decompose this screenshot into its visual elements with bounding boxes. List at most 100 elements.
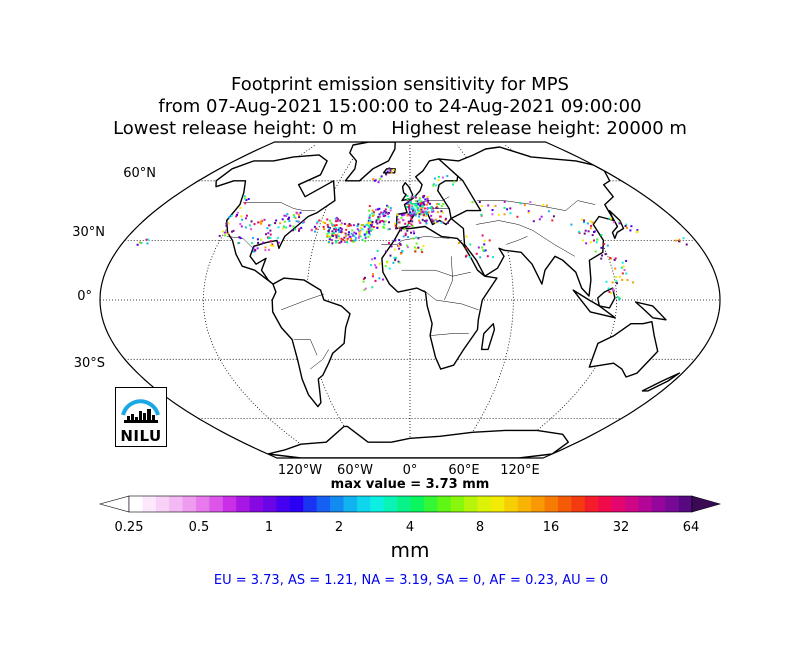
sensitivity-cell (433, 219, 436, 222)
sensitivity-cell (417, 237, 420, 240)
sensitivity-cell (369, 219, 372, 222)
sensitivity-cell (260, 222, 263, 225)
sensitivity-cell (322, 221, 325, 224)
sensitivity-cell (610, 217, 612, 220)
sensitivity-cell (382, 214, 385, 217)
sensitivity-cell (368, 224, 371, 227)
sensitivity-cell (356, 225, 359, 228)
sensitivity-cell (384, 214, 387, 217)
sensitivity-cell (503, 206, 506, 209)
sensitivity-cell (228, 216, 231, 219)
sensitivity-cell (250, 220, 253, 223)
sensitivity-cell (618, 222, 621, 225)
sensitivity-cell (254, 249, 257, 252)
country-border (310, 349, 329, 370)
sensitivity-cell (430, 218, 433, 221)
sensitivity-cell (265, 233, 267, 236)
sensitivity-cell (378, 213, 381, 216)
sensitivity-cell (368, 222, 371, 225)
sensitivity-cell (225, 222, 228, 225)
sensitivity-cell (339, 219, 342, 222)
sensitivity-cell (410, 231, 412, 234)
sensitivity-cell (404, 232, 407, 235)
sensitivity-cell (468, 255, 471, 258)
sensitivity-cell (357, 237, 360, 240)
sensitivity-cell (442, 203, 445, 206)
sensitivity-cell (350, 232, 353, 235)
sensitivity-cell (368, 209, 371, 212)
sensitivity-cell (452, 183, 454, 186)
sensitivity-cell (244, 202, 247, 205)
sensitivity-cell (298, 228, 301, 231)
sensitivity-cell (269, 233, 272, 236)
sensitivity-cell (406, 244, 409, 247)
sensitivity-cell (407, 223, 410, 226)
sensitivity-cell (377, 216, 380, 219)
sensitivity-cell (420, 202, 423, 205)
sensitivity-cell (516, 215, 519, 218)
sensitivity-cell (365, 231, 368, 234)
sensitivity-cell (387, 215, 390, 218)
sensitivity-cell (236, 211, 239, 214)
sensitivity-cell (375, 208, 377, 211)
lat-label-60n: 60°N (123, 166, 156, 181)
sensitivity-cell (239, 206, 242, 209)
sensitivity-cell (410, 212, 413, 215)
sensitivity-cell (409, 214, 412, 217)
sensitivity-cell (388, 241, 390, 244)
sensitivity-cell (136, 243, 139, 246)
sensitivity-cell (614, 257, 617, 260)
colorbar-segment (584, 496, 599, 512)
sensitivity-cell (407, 225, 410, 228)
sensitivity-cell (399, 252, 402, 255)
sensitivity-cell (364, 237, 367, 240)
sensitivity-cell (446, 175, 449, 177)
sensitivity-cell (479, 256, 482, 259)
sensitivity-cell (417, 246, 420, 249)
sensitivity-cell (503, 200, 506, 203)
sensitivity-cell (421, 214, 424, 216)
sensitivity-cell (315, 227, 318, 230)
sensitivity-cell (369, 233, 371, 236)
sensitivity-cell (240, 225, 243, 228)
sensitivity-cell (272, 244, 275, 247)
sensitivity-cell (674, 239, 677, 242)
sensitivity-cell (437, 203, 440, 206)
sensitivity-cell (339, 227, 342, 230)
sensitivity-cell (685, 243, 688, 246)
sensitivity-cell (420, 209, 423, 212)
sensitivity-cell (519, 202, 522, 204)
sensitivity-cell (386, 170, 389, 173)
sensitivity-cell (423, 194, 426, 197)
sensitivity-cell (269, 236, 272, 239)
sensitivity-cell (252, 250, 255, 253)
sensitivity-cell (323, 228, 326, 231)
sensitivity-cell (621, 272, 624, 275)
colorbar-segment (263, 496, 277, 512)
sensitivity-cell (400, 216, 403, 219)
sensitivity-cell (368, 232, 371, 235)
sensitivity-cell (418, 197, 421, 200)
sensitivity-cell (605, 280, 608, 283)
sensitivity-cell (469, 243, 472, 246)
sensitivity-cell (364, 287, 367, 290)
colorbar-tick: 16 (542, 520, 560, 535)
sensitivity-cell (335, 234, 338, 237)
country-border (381, 236, 450, 245)
sensitivity-cell (145, 238, 148, 241)
colorbar-tick: 0.25 (114, 520, 144, 535)
sensitivity-cell (222, 230, 225, 233)
sensitivity-cell (269, 224, 272, 227)
colorbar-tick: 4 (405, 520, 415, 535)
sensitivity-cell (409, 201, 412, 204)
sensitivity-cell (420, 200, 423, 203)
sensitivity-cell (390, 171, 393, 174)
country-border (506, 236, 528, 245)
sensitivity-cell (375, 219, 378, 222)
sensitivity-cell (622, 265, 625, 268)
sensitivity-cell (331, 230, 334, 233)
sensitivity-cell (146, 242, 149, 245)
sensitivity-cell (608, 290, 611, 293)
colorbar-segment (624, 496, 639, 512)
sensitivity-cell (350, 238, 353, 241)
